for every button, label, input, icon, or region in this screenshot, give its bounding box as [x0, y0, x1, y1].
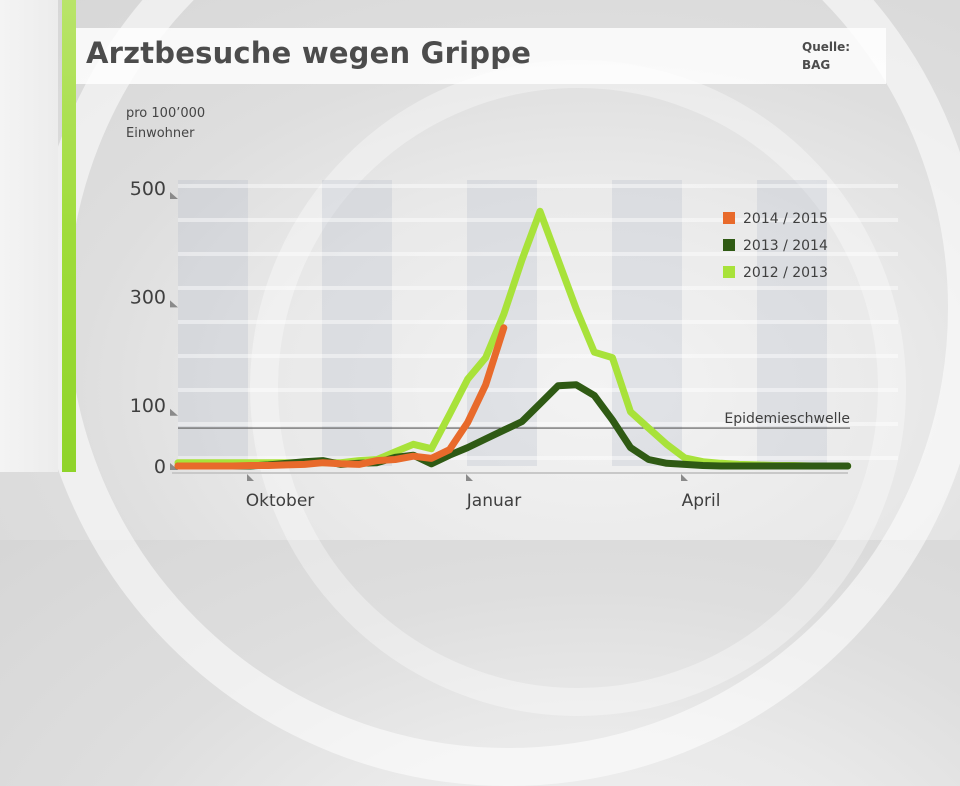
y-tick-label: 100 [130, 395, 166, 417]
tick-labels: 0 100 300 500 Oktober Januar April [130, 178, 721, 511]
y-tick-label: 300 [130, 286, 166, 308]
grid-band [612, 180, 682, 466]
grid-band [757, 180, 827, 466]
y-tick-mark [170, 300, 178, 308]
y-axis-label-line1: pro 100’000 [126, 106, 206, 121]
accent-stripe [62, 0, 76, 472]
title-band [76, 28, 886, 84]
x-tick-label: Januar [466, 491, 521, 511]
legend-swatch [723, 239, 735, 251]
x-tick-mark [247, 474, 254, 481]
flu-chart: 0 100 300 500 Oktober Januar April Epidemiesch… [129, 178, 898, 511]
y-tick-label: 500 [130, 178, 166, 200]
series-line-s2014 [174, 324, 508, 470]
source-label: Quelle: [802, 40, 851, 54]
grid-bands [178, 180, 898, 466]
legend-swatch [723, 266, 735, 278]
y-tick-mark [170, 408, 178, 416]
source-value: BAG [802, 58, 831, 72]
legend: 2014 / 2015 2013 / 2014 2012 / 2013 [723, 211, 828, 281]
y-axis-label-line2: Einwohner [126, 126, 195, 141]
threshold-label: Epidemieschwelle [724, 411, 850, 427]
legend-label: 2014 / 2015 [743, 211, 828, 227]
x-tick-label: April [682, 491, 721, 511]
y-axis-label: pro 100’000 Einwohner [126, 104, 205, 144]
legend-swatch [723, 212, 735, 224]
x-tick-label: Oktober [246, 491, 315, 511]
legend-label: 2013 / 2014 [743, 238, 828, 254]
page-title: Arztbesuche wegen Grippe [86, 36, 532, 70]
y-tick-label: 0 [154, 456, 166, 478]
x-tick-mark [466, 474, 473, 481]
series-lines [174, 207, 852, 470]
source-note: Quelle: BAG [802, 38, 850, 74]
grid-band [178, 180, 248, 466]
y-tick-mark [170, 192, 178, 199]
x-tick-mark [681, 474, 688, 481]
grid-band [322, 180, 392, 466]
legend-label: 2012 / 2013 [743, 265, 828, 281]
